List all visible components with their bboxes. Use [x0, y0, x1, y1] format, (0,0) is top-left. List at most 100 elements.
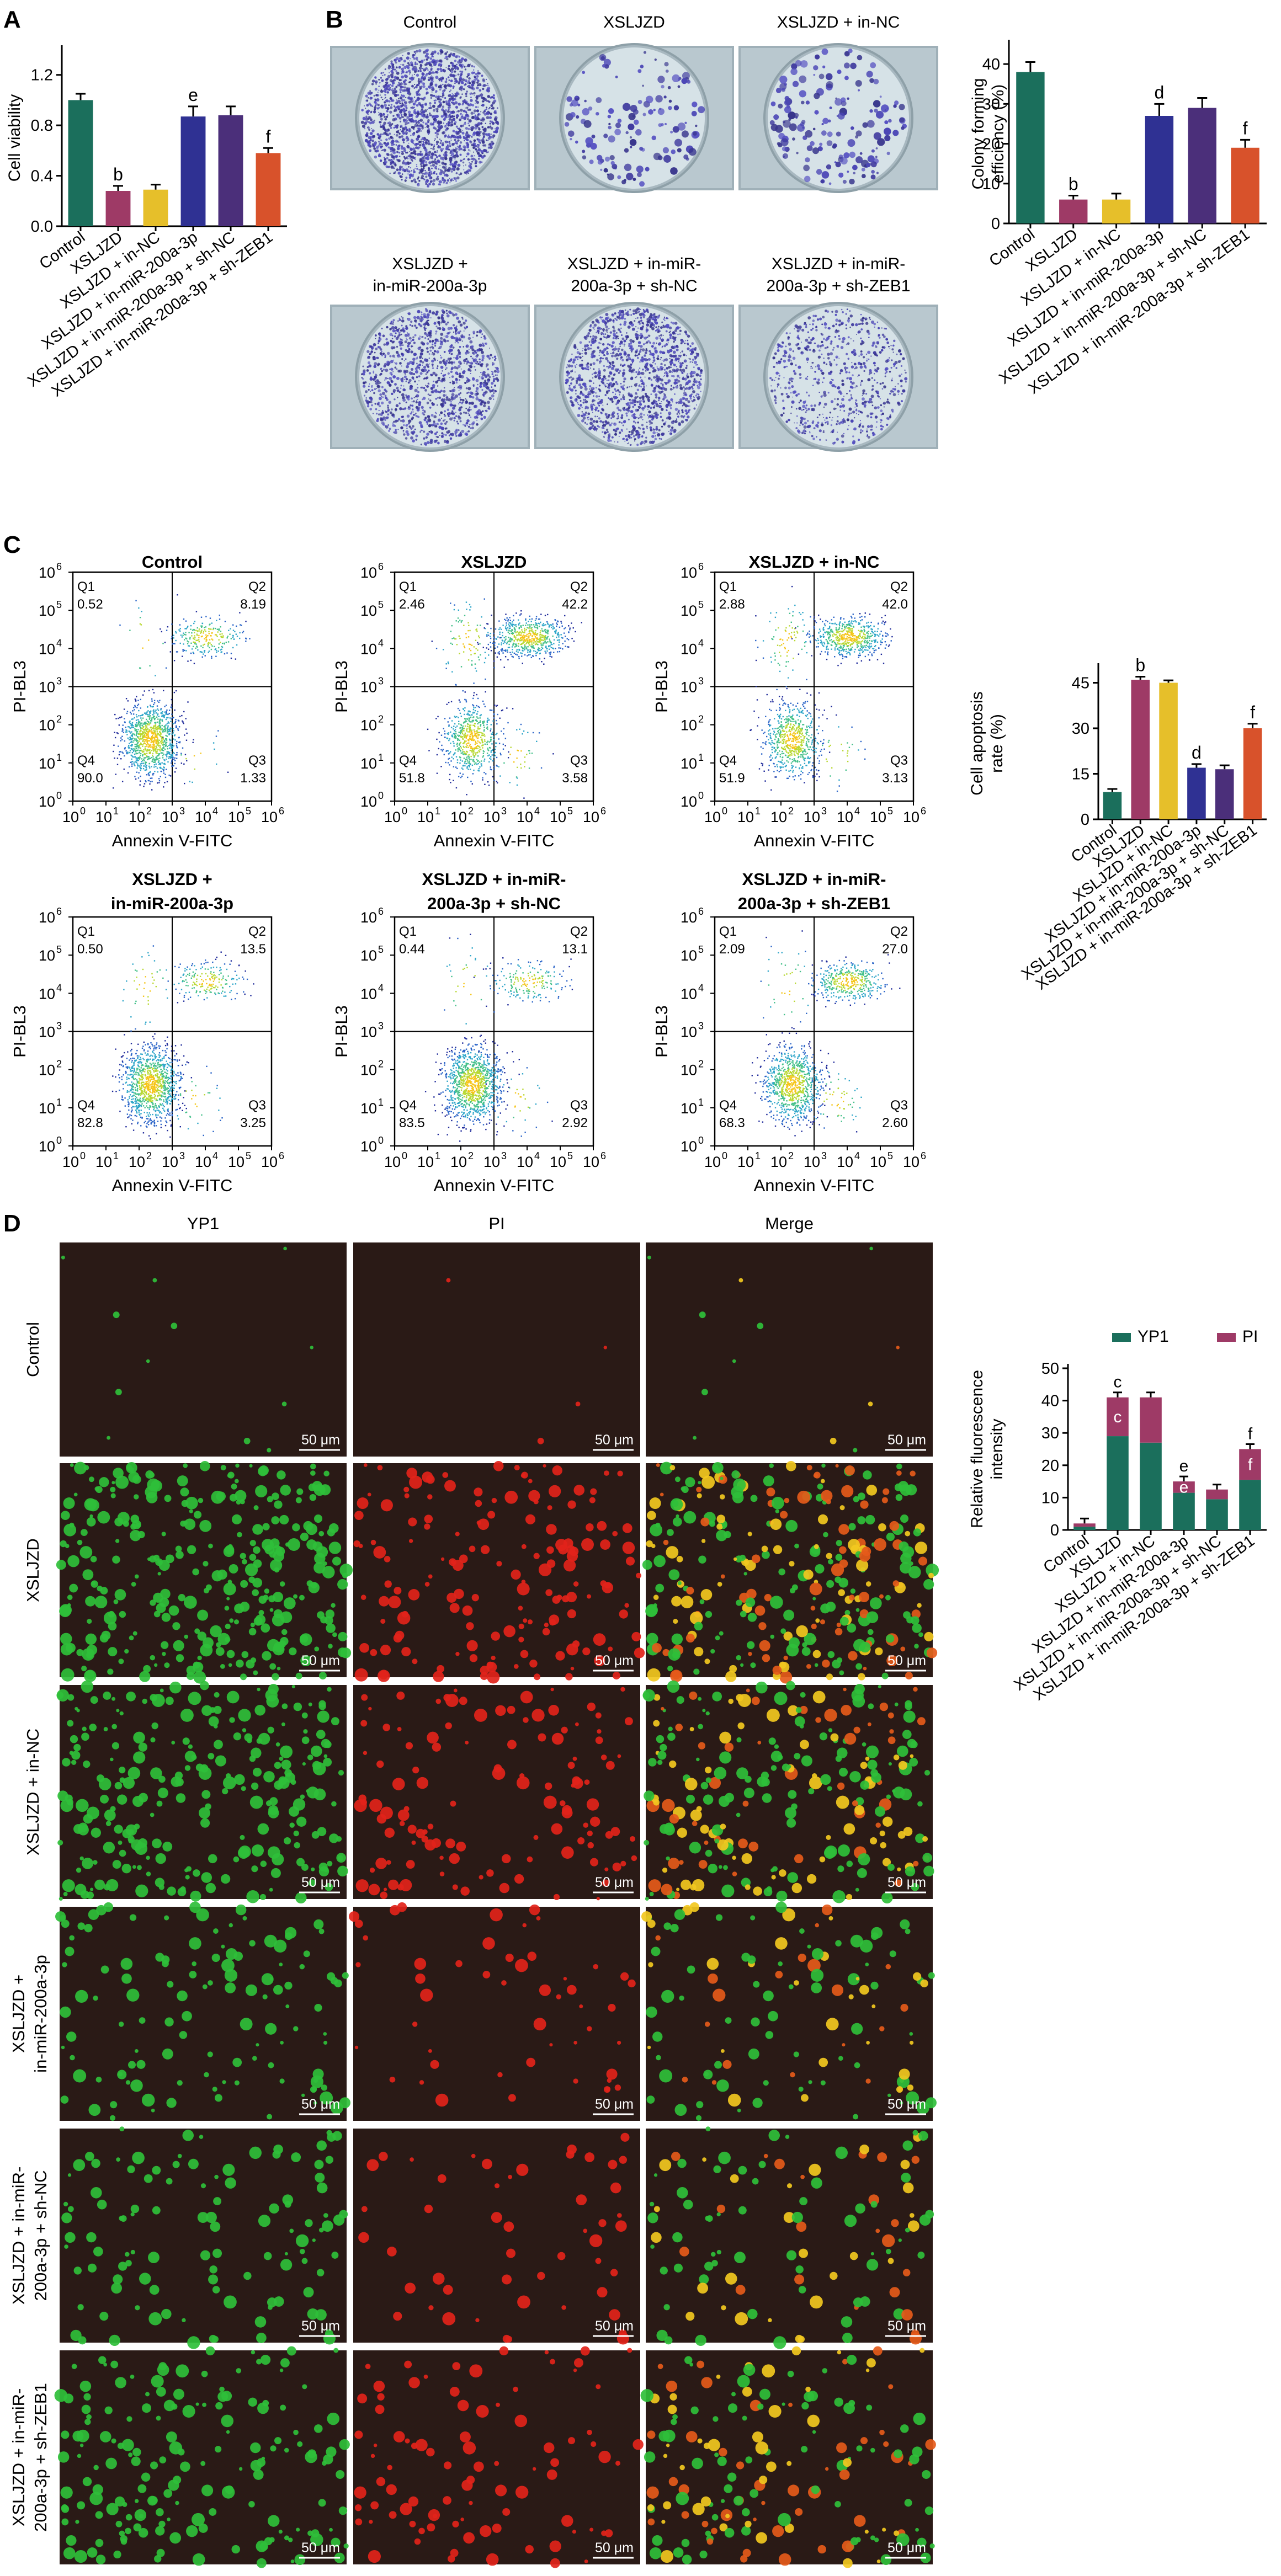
colony: [645, 330, 648, 333]
colony: [623, 178, 626, 182]
colony: [483, 335, 486, 338]
colony: [658, 404, 662, 408]
colony: [448, 55, 451, 58]
colony: [578, 364, 582, 367]
colony: [644, 440, 648, 444]
colony: [571, 377, 575, 380]
colony: [408, 337, 412, 340]
colony: [607, 439, 611, 442]
colony: [598, 368, 600, 370]
colony: [440, 156, 443, 160]
colony: [482, 377, 484, 380]
colony: [396, 377, 400, 380]
colony: [385, 115, 389, 118]
colony: [463, 412, 465, 414]
colony: [595, 318, 599, 322]
colony: [635, 129, 642, 136]
colony: [400, 129, 401, 131]
colony: [402, 63, 405, 66]
colony: [466, 425, 468, 426]
colony: [481, 141, 485, 144]
colony: [447, 431, 449, 434]
colony: [436, 132, 439, 136]
colony: [477, 70, 479, 72]
colony: [413, 411, 414, 413]
colony: [401, 393, 405, 397]
colony: [442, 100, 445, 104]
colony: [605, 312, 609, 316]
colony: [395, 330, 397, 332]
colony: [629, 444, 631, 446]
colony: [369, 383, 370, 385]
colony: [436, 121, 440, 124]
colony: [479, 360, 481, 364]
colony: [449, 403, 453, 407]
colony: [486, 133, 490, 137]
colony: [421, 60, 424, 63]
colony: [431, 91, 433, 93]
colony: [440, 340, 443, 344]
colony: [390, 367, 394, 371]
colony: [365, 115, 368, 118]
colony: [463, 145, 466, 148]
colony: [593, 323, 597, 327]
colony: [587, 401, 588, 402]
colony: [405, 83, 407, 86]
colony: [884, 127, 891, 135]
colony: [370, 139, 373, 142]
colony: [466, 419, 470, 423]
colony: [458, 351, 461, 354]
colony: [450, 367, 453, 371]
colony: [398, 156, 401, 157]
colony: [635, 311, 638, 314]
colony: [650, 393, 652, 396]
colony: [447, 372, 450, 375]
colony: [660, 334, 663, 337]
colony: [447, 141, 449, 143]
colony: [469, 162, 470, 164]
colony: [444, 402, 447, 404]
colony: [826, 81, 833, 89]
colony: [439, 95, 442, 98]
colony: [467, 337, 471, 340]
colony: [438, 146, 442, 149]
colony: [433, 126, 436, 130]
colony: [588, 328, 592, 332]
colony: [655, 396, 658, 399]
colony: [401, 75, 404, 79]
colony: [469, 424, 471, 425]
colony: [870, 62, 876, 68]
colony: [454, 121, 457, 124]
colony: [417, 391, 419, 393]
colony: [582, 393, 584, 395]
colony: [381, 370, 384, 372]
colony: [408, 313, 410, 315]
colony: [384, 98, 386, 99]
colony: [417, 176, 419, 178]
colony: [370, 118, 373, 121]
colony: [429, 336, 432, 339]
colony: [439, 77, 443, 81]
colony: [784, 95, 790, 101]
colony: [475, 387, 479, 391]
colony: [576, 351, 580, 354]
colony: [450, 154, 452, 157]
colony: [455, 106, 459, 109]
colony: [411, 404, 414, 407]
colony: [493, 398, 495, 400]
colony: [444, 134, 447, 137]
colony: [582, 108, 590, 116]
colony: [587, 346, 591, 350]
colony: [884, 120, 889, 125]
colony: [419, 143, 422, 147]
colony: [606, 352, 609, 355]
colony: [454, 94, 458, 98]
colony: [803, 164, 810, 172]
colony: [421, 108, 423, 110]
colony: [448, 65, 450, 67]
colony: [478, 72, 480, 74]
colony: [365, 108, 366, 109]
colony: [426, 376, 429, 380]
colony: [437, 68, 440, 71]
colony: [485, 122, 487, 125]
